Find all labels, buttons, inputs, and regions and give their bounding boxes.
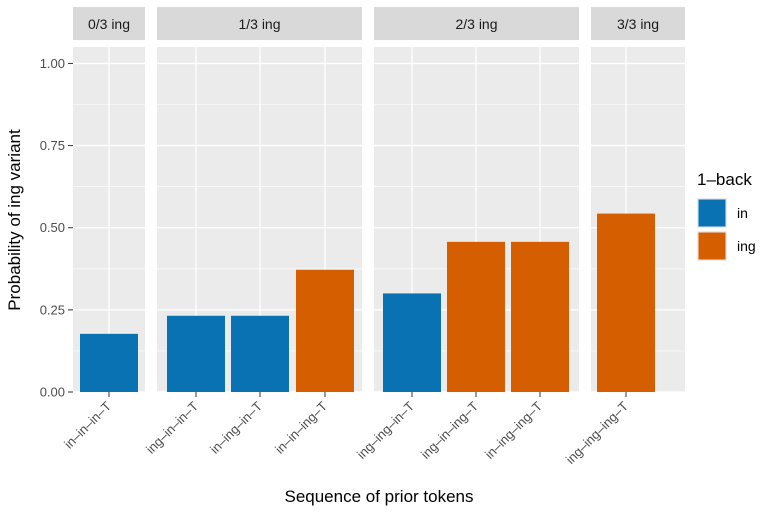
y-tick-label: 0.25 bbox=[40, 302, 65, 317]
x-tick-label: ing–in–in–T bbox=[143, 398, 201, 456]
x-tick-label: in–ing–ing–T bbox=[482, 398, 545, 461]
y-tick-label: 1.00 bbox=[40, 56, 65, 71]
facet-strip-label: 0/3 ing bbox=[88, 16, 130, 32]
legend-key-swatch bbox=[698, 199, 726, 227]
facet-strip-label: 3/3 ing bbox=[617, 16, 659, 32]
legend-entry-label: ing bbox=[737, 238, 756, 254]
facet-strip bbox=[374, 7, 579, 40]
bar bbox=[447, 241, 505, 392]
x-tick-label: in–in–in–T bbox=[61, 398, 114, 451]
x-tick-label: ing–ing–ing–T bbox=[563, 398, 631, 466]
y-tick-label: 0.50 bbox=[40, 220, 65, 235]
facet-strip-label: 1/3 ing bbox=[238, 16, 280, 32]
bar bbox=[383, 293, 441, 392]
x-axis-title: Sequence of prior tokens bbox=[284, 487, 473, 506]
x-tick-label: in–in–ing–T bbox=[272, 398, 330, 456]
facet-strip bbox=[73, 7, 145, 40]
bar bbox=[167, 315, 225, 392]
x-tick-label: ing–ing–in–T bbox=[354, 398, 417, 461]
bar bbox=[80, 333, 138, 392]
facet-strip-label: 2/3 ing bbox=[455, 16, 497, 32]
bar bbox=[231, 315, 289, 392]
facet-strip bbox=[591, 7, 685, 40]
legend-key-swatch bbox=[698, 232, 726, 260]
y-tick-label: 0.75 bbox=[40, 138, 65, 153]
bar bbox=[296, 269, 354, 392]
facet-strip bbox=[157, 7, 362, 40]
bar bbox=[511, 241, 569, 392]
legend-entry-label: in bbox=[737, 205, 748, 221]
y-axis-title: Probability of ing variant bbox=[5, 129, 24, 311]
y-tick-label: 0.00 bbox=[40, 385, 65, 400]
legend-title: 1–back bbox=[697, 170, 752, 189]
x-tick-label: in–ing–in–T bbox=[207, 398, 265, 456]
bar bbox=[597, 213, 655, 392]
x-tick-label: ing–in–ing–T bbox=[418, 398, 481, 461]
